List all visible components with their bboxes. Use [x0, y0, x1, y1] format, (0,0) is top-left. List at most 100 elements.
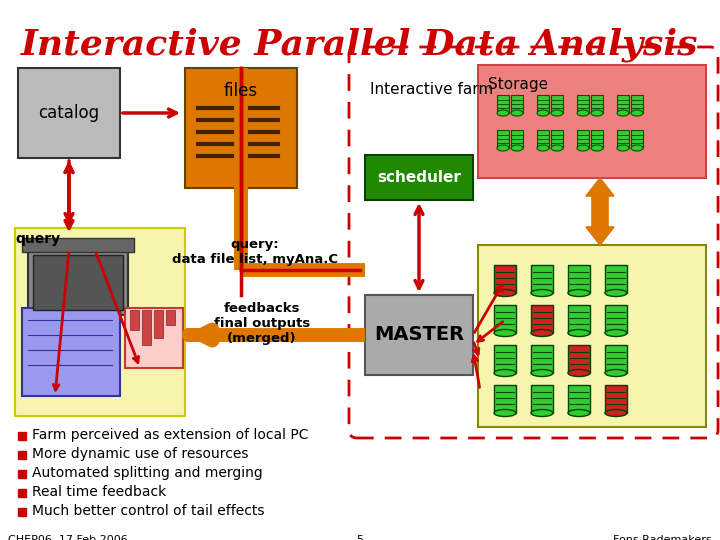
Bar [478, 245, 706, 427]
Ellipse shape [537, 145, 549, 151]
Bar [568, 385, 590, 413]
Polygon shape [586, 178, 614, 245]
Bar [130, 310, 139, 330]
Ellipse shape [591, 110, 603, 116]
Bar [15, 228, 185, 416]
Bar [605, 305, 627, 333]
Ellipse shape [617, 145, 629, 151]
Ellipse shape [617, 110, 629, 116]
Text: files: files [224, 82, 258, 100]
Bar [605, 345, 627, 373]
Ellipse shape [568, 289, 590, 296]
Bar [18, 470, 26, 478]
Bar [568, 305, 590, 333]
Bar [605, 265, 627, 293]
Ellipse shape [531, 369, 553, 376]
Bar [154, 310, 163, 338]
Text: Storage: Storage [488, 77, 548, 92]
Bar [537, 95, 549, 113]
Ellipse shape [531, 409, 553, 416]
Text: query:
data file list, myAna.C: query: data file list, myAna.C [172, 238, 338, 266]
Bar [365, 155, 473, 200]
Bar [531, 305, 553, 333]
Text: Automated splitting and merging: Automated splitting and merging [32, 466, 263, 480]
Bar [591, 95, 603, 113]
Bar [478, 65, 706, 178]
Ellipse shape [568, 409, 590, 416]
Text: Fons Rademakers: Fons Rademakers [613, 535, 712, 540]
Bar [28, 250, 128, 315]
Bar [494, 305, 516, 333]
Ellipse shape [531, 329, 553, 336]
Bar [494, 345, 516, 373]
Bar [33, 255, 123, 310]
Bar [551, 130, 563, 148]
Bar [511, 95, 523, 113]
Ellipse shape [631, 145, 643, 151]
Ellipse shape [531, 289, 553, 296]
Text: MASTER: MASTER [374, 326, 464, 345]
Ellipse shape [605, 409, 627, 416]
Bar [18, 489, 26, 497]
Bar [125, 308, 183, 368]
Bar [365, 295, 473, 375]
Bar [631, 95, 643, 113]
Bar [551, 95, 563, 113]
Bar [494, 385, 516, 413]
Text: scheduler: scheduler [377, 171, 461, 186]
Ellipse shape [577, 145, 589, 151]
Ellipse shape [591, 145, 603, 151]
Ellipse shape [568, 329, 590, 336]
Bar [18, 451, 26, 459]
Ellipse shape [551, 110, 563, 116]
Bar [605, 385, 627, 413]
Ellipse shape [605, 329, 627, 336]
Bar [617, 130, 629, 148]
Bar [497, 95, 509, 113]
Ellipse shape [605, 369, 627, 376]
Bar [537, 130, 549, 148]
Bar [631, 130, 643, 148]
Bar [568, 265, 590, 293]
Ellipse shape [511, 110, 523, 116]
Text: Interactive Parallel Data Analysis: Interactive Parallel Data Analysis [22, 28, 698, 63]
Bar [497, 130, 509, 148]
Text: Farm perceived as extension of local PC: Farm perceived as extension of local PC [32, 428, 308, 442]
Ellipse shape [537, 110, 549, 116]
Bar [142, 310, 151, 345]
Ellipse shape [568, 369, 590, 376]
Text: catalog: catalog [38, 104, 99, 122]
Text: feedbacks
final outputs
(merged): feedbacks final outputs (merged) [214, 302, 310, 345]
Ellipse shape [511, 145, 523, 151]
Bar [531, 385, 553, 413]
Ellipse shape [577, 110, 589, 116]
Ellipse shape [494, 329, 516, 336]
Text: Interactive farm: Interactive farm [370, 82, 493, 97]
Bar [591, 130, 603, 148]
Ellipse shape [605, 289, 627, 296]
Bar [18, 68, 120, 158]
Bar [18, 432, 26, 440]
Bar [18, 508, 26, 516]
Bar [577, 95, 589, 113]
Bar [511, 130, 523, 148]
Ellipse shape [494, 369, 516, 376]
Bar [494, 265, 516, 293]
Bar [185, 68, 297, 188]
Ellipse shape [631, 110, 643, 116]
Text: 5: 5 [356, 535, 364, 540]
Bar [166, 310, 175, 325]
Text: More dynamic use of resources: More dynamic use of resources [32, 447, 248, 461]
Text: CHEP06, 17 Feb 2006: CHEP06, 17 Feb 2006 [8, 535, 127, 540]
Bar [531, 345, 553, 373]
Ellipse shape [551, 145, 563, 151]
Bar [22, 238, 134, 252]
Bar [568, 345, 590, 373]
Text: Real time feedback: Real time feedback [32, 485, 166, 499]
Ellipse shape [494, 289, 516, 296]
Ellipse shape [494, 409, 516, 416]
Ellipse shape [497, 110, 509, 116]
Bar [577, 130, 589, 148]
Text: query: query [15, 232, 60, 246]
Text: Much better control of tail effects: Much better control of tail effects [32, 504, 264, 518]
